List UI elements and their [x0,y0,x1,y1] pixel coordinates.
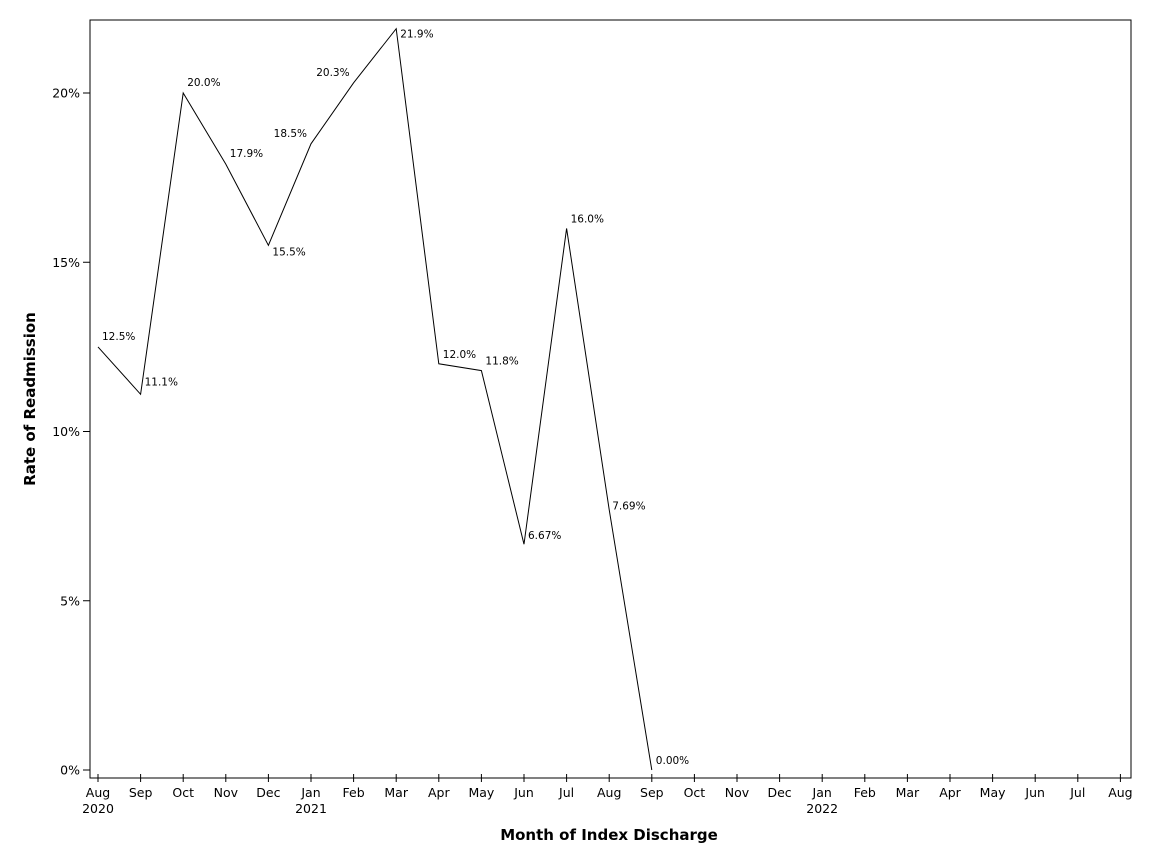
y-axis-title: Rate of Readmission [21,312,39,486]
x-tick-label: Jun [513,785,534,800]
x-tick-label: Sep [129,785,153,800]
x-tick-label: Jan [812,785,832,800]
data-label: 6.67% [528,530,561,542]
x-tick-label: Oct [684,785,706,800]
x-tick-label: Jan [300,785,320,800]
x-tick-label: Jul [1069,785,1085,800]
y-tick-label: 5% [60,593,80,608]
data-label: 16.0% [571,213,604,225]
data-label: 17.9% [230,148,263,160]
x-tick-label: May [468,785,494,800]
x-tick-label: Sep [640,785,664,800]
x-tick-label: May [980,785,1006,800]
data-label: 21.9% [400,29,433,41]
data-labels: 12.5% 11.1% 20.0% 17.9% 15.5% 18.5% 20.3% 21.9%… [102,29,689,767]
data-label: 12.5% [102,331,135,343]
x-tick-label: Mar [896,785,920,800]
data-label: 0.00% [656,755,689,767]
data-label: 15.5% [272,246,305,258]
data-label: 20.0% [187,77,220,89]
y-axis: 0% 5% 10% 15% 20% [52,86,90,778]
readmission-rate-line [97,27,653,771]
y-tick-label: 15% [52,255,80,270]
x-tick-label: Mar [384,785,408,800]
x-tick-label: Aug [597,785,621,800]
y-tick-label: 10% [52,424,80,439]
y-tick-label: 20% [52,86,80,101]
x-tick-label: Aug [86,785,110,800]
x-tick-label: Dec [767,785,791,800]
data-label: 12.0% [443,349,476,361]
x-tick-label: Oct [172,785,194,800]
x-tick-label: Apr [428,785,450,800]
data-label: 20.3% [316,67,349,79]
x-tick-label: Apr [939,785,961,800]
x-tick-label: Dec [256,785,280,800]
x-year-label: 2020 [82,801,114,816]
x-tick-label: Feb [343,785,365,800]
data-label: 11.1% [145,376,178,388]
x-tick-label: Nov [725,785,750,800]
x-axis: Aug Sep Oct Nov Dec Jan Feb Mar Apr May Jun Jul Aug S… [82,774,1133,816]
x-tick-label: Jul [558,785,574,800]
x-year-label: 2021 [295,801,327,816]
x-tick-label: Feb [854,785,876,800]
x-tick-label: Aug [1108,785,1132,800]
data-label: 7.69% [612,501,645,513]
data-label: 18.5% [274,128,307,140]
y-tick-label: 0% [60,763,80,778]
x-tick-label: Nov [214,785,239,800]
x-axis-title: Month of Index Discharge [500,826,718,844]
data-label: 11.8% [485,356,518,368]
data-points [97,27,654,771]
x-tick-label: Jun [1024,785,1045,800]
plot-frame [89,19,1132,779]
x-year-label: 2022 [806,801,838,816]
